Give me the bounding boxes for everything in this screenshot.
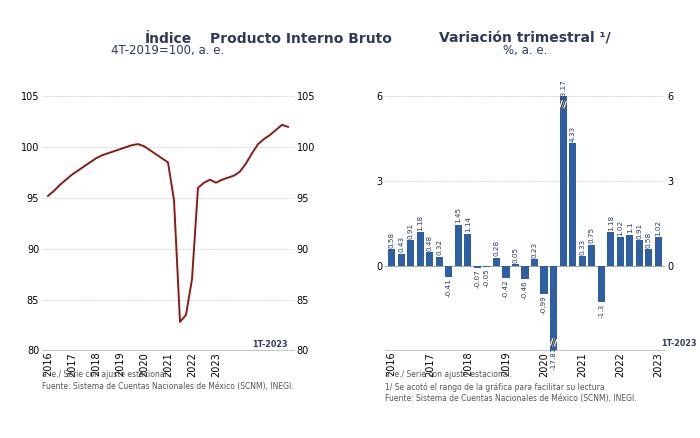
- Text: 1.1: 1.1: [626, 222, 633, 233]
- Bar: [645, 249, 652, 266]
- Bar: [388, 249, 395, 266]
- Text: -1.3: -1.3: [598, 304, 604, 318]
- Bar: [569, 144, 576, 266]
- Text: 0.48: 0.48: [427, 235, 433, 251]
- Text: 1.45: 1.45: [455, 207, 461, 223]
- Bar: [445, 266, 452, 277]
- Bar: [512, 264, 519, 266]
- Text: Producto Interno Bruto: Producto Interno Bruto: [210, 32, 392, 46]
- Text: 1.18: 1.18: [417, 215, 424, 231]
- Text: 0.91: 0.91: [407, 223, 414, 239]
- Text: Variación trimestral ¹/: Variación trimestral ¹/: [439, 32, 611, 46]
- Text: %, a. e.: %, a. e.: [503, 44, 547, 57]
- Bar: [598, 266, 605, 302]
- Text: -0.05: -0.05: [484, 268, 490, 287]
- Text: 0.28: 0.28: [494, 240, 499, 256]
- Bar: [617, 237, 624, 266]
- Bar: [550, 266, 557, 350]
- Text: 0.43: 0.43: [398, 236, 404, 252]
- Text: 13.17: 13.17: [560, 79, 566, 100]
- Bar: [398, 254, 405, 266]
- Text: 1.02: 1.02: [617, 219, 623, 236]
- Text: -0.07: -0.07: [475, 269, 480, 288]
- Text: -17.81: -17.81: [551, 347, 556, 371]
- Text: 1.02: 1.02: [655, 219, 662, 236]
- Bar: [654, 237, 662, 266]
- Text: 0.58: 0.58: [389, 232, 395, 248]
- Text: -0.46: -0.46: [522, 280, 528, 299]
- Bar: [464, 233, 471, 266]
- Bar: [435, 257, 443, 266]
- Text: -0.99: -0.99: [541, 295, 547, 314]
- Bar: [636, 240, 643, 266]
- Text: 0.58: 0.58: [646, 232, 652, 248]
- Text: 4.33: 4.33: [570, 126, 575, 142]
- Bar: [493, 258, 500, 266]
- Bar: [540, 266, 547, 293]
- Bar: [474, 266, 481, 268]
- Text: 1.14: 1.14: [465, 216, 471, 232]
- Bar: [416, 233, 424, 266]
- Bar: [455, 225, 462, 266]
- Bar: [588, 244, 595, 266]
- Text: Índice: Índice: [144, 32, 192, 46]
- Bar: [522, 266, 528, 279]
- Bar: [559, 96, 567, 266]
- Bar: [531, 259, 538, 266]
- Text: 0.91: 0.91: [636, 223, 643, 239]
- Text: 0.05: 0.05: [512, 247, 519, 263]
- Text: 0.33: 0.33: [579, 239, 585, 255]
- Bar: [503, 266, 510, 278]
- Text: -0.42: -0.42: [503, 279, 509, 298]
- Text: a. e./ Serie con ajuste estacional.
Fuente: Sistema de Cuentas Nacionales de Méx: a. e./ Serie con ajuste estacional. Fuen…: [42, 370, 293, 391]
- Text: 4T-2019=100, a. e.: 4T-2019=100, a. e.: [111, 44, 225, 57]
- Text: 0.75: 0.75: [589, 227, 595, 243]
- Bar: [483, 266, 491, 267]
- Bar: [579, 256, 586, 266]
- Text: 0.32: 0.32: [436, 239, 442, 255]
- Text: 0.23: 0.23: [531, 242, 538, 258]
- Bar: [407, 240, 414, 266]
- Text: 1T-2023: 1T-2023: [662, 339, 696, 348]
- Bar: [626, 235, 634, 266]
- Bar: [426, 252, 433, 266]
- Text: a. e./ Serie con ajuste estacional.
1/ Se acotó el rango de la gráfica para faci: a. e./ Serie con ajuste estacional. 1/ S…: [385, 370, 636, 403]
- Text: -0.41: -0.41: [446, 279, 452, 297]
- Bar: [607, 233, 615, 266]
- Text: 1.18: 1.18: [608, 215, 614, 231]
- Text: 1T-2023: 1T-2023: [253, 340, 288, 350]
